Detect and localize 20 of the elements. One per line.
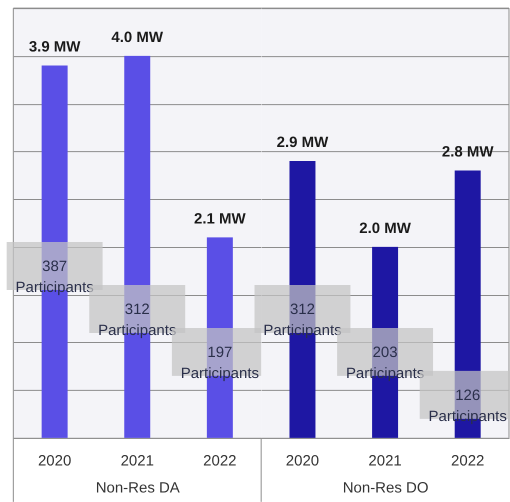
data-label: 2.0 MW xyxy=(359,220,412,237)
data-label: 4.0 MW xyxy=(111,28,164,46)
x-tick-label: 2020 xyxy=(38,452,72,470)
x-tick-label: 2021 xyxy=(368,452,402,470)
annotation: 126 Participants xyxy=(428,386,507,425)
data-label: 2.8 MW xyxy=(442,144,494,161)
data-label: 2.1 MW xyxy=(194,210,247,228)
annotation: 312 Participants xyxy=(98,300,176,339)
annotation: 197 Participants xyxy=(180,344,260,382)
x-axis-title: Non-Res DO xyxy=(342,479,428,496)
x-tick-label: 2022 xyxy=(451,452,484,470)
x-tick-label: 2022 xyxy=(203,452,237,470)
data-label: 3.9 MW xyxy=(28,38,82,56)
x-axis-title: Non-Res DA xyxy=(96,479,180,496)
annotation: 312 Participants xyxy=(263,300,342,339)
x-tick-label: 2020 xyxy=(286,452,320,470)
annotation: 203 Participants xyxy=(346,344,424,382)
annotation: 387 Participants xyxy=(15,258,94,296)
x-tick-label: 2021 xyxy=(120,452,154,470)
data-label: 2.9 MW xyxy=(276,134,330,151)
